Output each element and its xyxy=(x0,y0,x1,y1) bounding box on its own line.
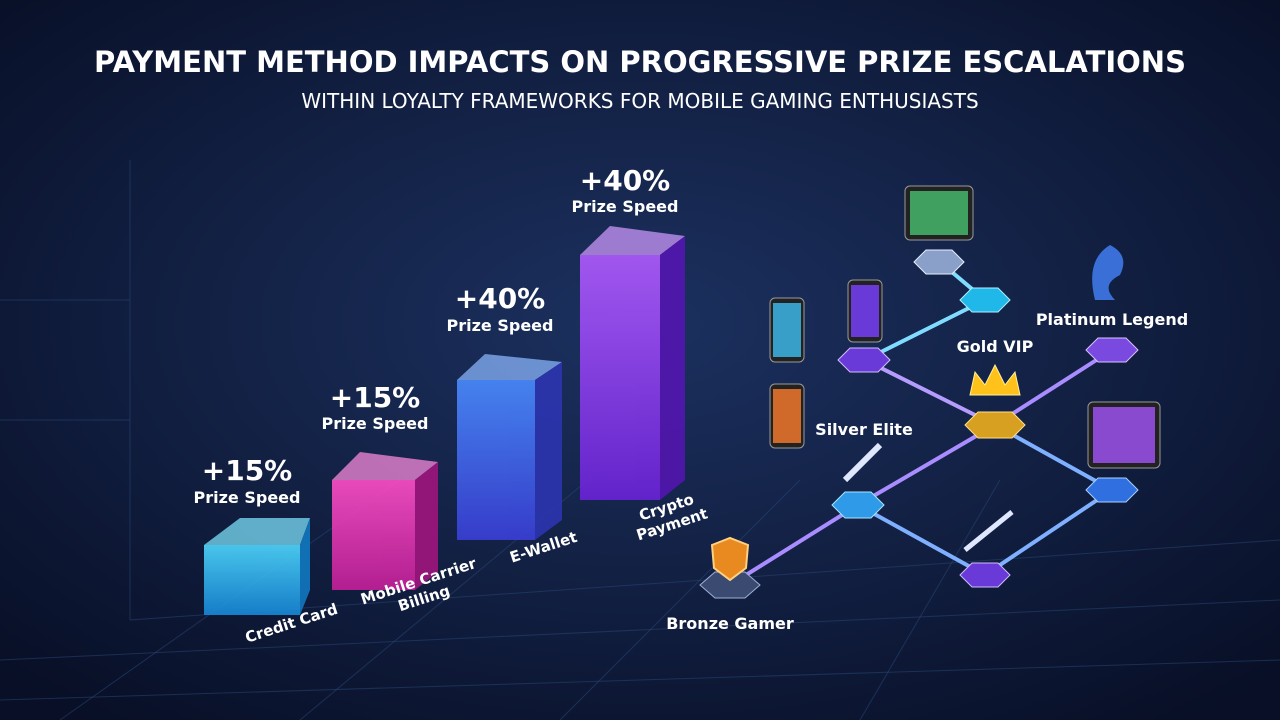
icons xyxy=(710,185,1161,582)
node xyxy=(959,287,1011,313)
node xyxy=(913,249,965,275)
shield-icon xyxy=(710,536,750,582)
caption-label: Prize Speed xyxy=(194,488,301,507)
bar-mobile-carrier xyxy=(332,452,438,590)
phone-screen xyxy=(773,303,801,357)
boost-label: +15% xyxy=(330,381,420,414)
tablet-screen xyxy=(910,191,968,235)
caption-label: Prize Speed xyxy=(447,316,554,335)
node xyxy=(964,411,1026,439)
node xyxy=(1085,477,1139,503)
phone-screen xyxy=(773,389,801,443)
tier-label: Platinum Legend xyxy=(1036,310,1188,329)
dragon-icon xyxy=(1092,245,1124,300)
node xyxy=(699,571,761,599)
sword-icon xyxy=(963,510,1014,552)
subtitle: WITHIN LOYALTY FRAMEWORKS FOR MOBILE GAM… xyxy=(301,89,978,113)
bar-crypto xyxy=(580,226,685,500)
node xyxy=(1085,337,1139,363)
caption-label: Prize Speed xyxy=(322,414,429,433)
boost-label: +40% xyxy=(580,164,670,197)
sword-icon xyxy=(842,442,883,483)
boost-label: +15% xyxy=(202,454,292,487)
tablet-screen xyxy=(1093,407,1155,463)
boost-label: +40% xyxy=(455,282,545,315)
phone-screen xyxy=(851,285,879,337)
caption-label: Prize Speed xyxy=(572,197,679,216)
tier-label: Bronze Gamer xyxy=(666,614,794,633)
floor-grid xyxy=(0,160,1280,720)
bar-e-wallet xyxy=(457,354,562,540)
network-nodes xyxy=(699,249,1139,599)
title: PAYMENT METHOD IMPACTS ON PROGRESSIVE PR… xyxy=(94,45,1186,79)
node xyxy=(837,347,891,373)
node xyxy=(831,491,885,519)
tier-label: Silver Elite xyxy=(815,420,913,439)
crown-icon xyxy=(969,363,1021,396)
bar-credit-card xyxy=(204,518,310,615)
tier-label: Gold VIP xyxy=(957,337,1034,356)
node xyxy=(959,562,1011,588)
